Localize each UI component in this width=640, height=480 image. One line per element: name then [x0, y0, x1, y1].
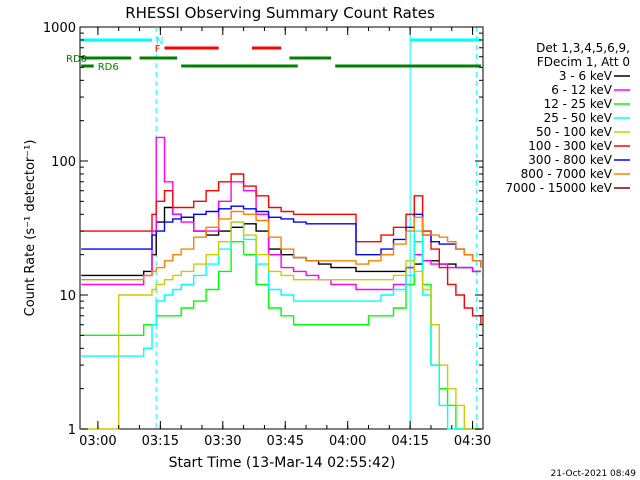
legend: Det 1,3,4,5,6,9, FDecim 1, Att 0 3 - 6 k…: [505, 41, 630, 195]
footer-date: 21-Oct-2021 08:49: [551, 469, 637, 479]
y-tick-label: 100: [51, 155, 76, 170]
legend-entry-label: 300 - 800 keV: [528, 153, 612, 167]
plot-area: [79, 26, 484, 430]
x-tick-label: 04:15: [391, 434, 428, 449]
legend-entry-label: 12 - 25 keV: [544, 97, 613, 111]
flag-bars: NF RD0 RD6: [66, 36, 481, 73]
flag-label: RD6: [98, 62, 119, 73]
series-line: [81, 173, 482, 325]
x-axis-label: Start Time (13-Mar-14 02:55:42): [169, 455, 396, 471]
series-line: [81, 205, 482, 268]
flag-label: RD0: [66, 54, 87, 65]
legend-entry-label: 800 - 7000 keV: [521, 167, 613, 181]
y-tick-label: 1: [68, 423, 76, 438]
x-tick-label: 03:45: [267, 434, 304, 449]
series-line: [81, 210, 482, 281]
legend-entry-label: 7000 - 15000 keV: [505, 181, 612, 195]
legend-header-line-2: FDecim 1, Att 0: [537, 55, 630, 69]
flag-label: F: [155, 44, 161, 55]
x-axis-ticks: 03:00 03:15 03:30 03:45 04:00 04:15 04:30: [79, 27, 491, 449]
x-tick-label: 04:00: [329, 434, 366, 449]
x-tick-label: 03:30: [204, 434, 241, 449]
legend-entry-label: 50 - 100 keV: [536, 125, 613, 139]
x-tick-label: 04:30: [454, 434, 491, 449]
series-line: [81, 221, 481, 430]
plot-frame: [79, 26, 484, 430]
legend-entry-label: 100 - 300 keV: [528, 139, 612, 153]
legend-header-line-1: Det 1,3,4,5,6,9,: [536, 41, 630, 55]
x-tick-label: 03:15: [142, 434, 179, 449]
series-lines: [81, 136, 482, 430]
chart-title: RHESSI Observing Summary Count Rates: [125, 4, 435, 22]
y-axis-label: Count Rate (s⁻¹ detector⁻¹): [23, 140, 38, 317]
legend-entry-label: 25 - 50 keV: [544, 111, 613, 125]
x-tick-label: 03:00: [79, 434, 116, 449]
y-tick-label: 10: [59, 289, 76, 304]
legend-entry-label: 6 - 12 keV: [551, 83, 613, 97]
legend-entry-label: 3 - 6 keV: [559, 69, 613, 83]
y-tick-label: 1000: [43, 21, 76, 36]
flag-label: N: [156, 36, 163, 47]
series-line: [81, 221, 481, 430]
y-axis-ticks: 1 10 100 1000: [43, 21, 483, 438]
